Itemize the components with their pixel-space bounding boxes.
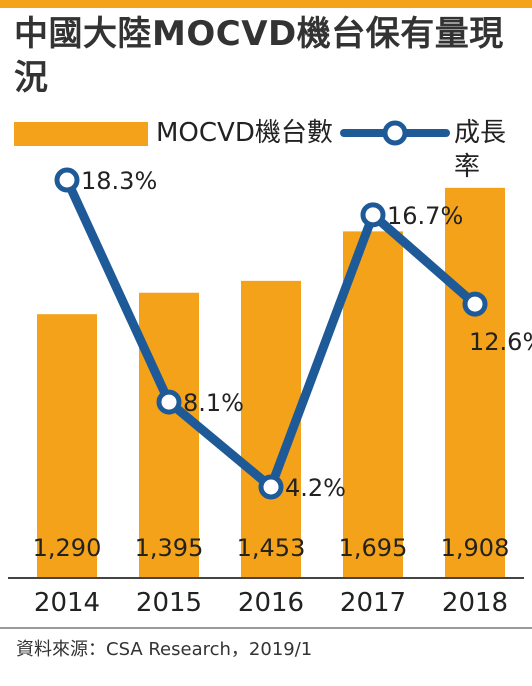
legend-line-marker — [382, 120, 408, 146]
bar-value-label-2018: 1,908 — [441, 534, 510, 562]
growth-value-label-2014: 18.3% — [81, 167, 157, 195]
growth-line-series — [54, 167, 488, 500]
x-tick-2014: 2014 — [34, 588, 100, 618]
growth-value-label-2015: 8.1% — [183, 389, 244, 417]
chart-title: 中國大陸MOCVD機台保有量現況 — [14, 14, 504, 98]
legend-bar-swatch — [14, 122, 148, 146]
bar-2015 — [139, 292, 199, 578]
x-tick-2017: 2017 — [340, 588, 406, 618]
footer-rule — [0, 627, 532, 629]
growth-marker-2015 — [156, 389, 182, 415]
growth-value-label-2017: 16.7% — [387, 202, 463, 230]
bar-value-label-2014: 1,290 — [33, 534, 102, 562]
x-axis-tick-labels: 2014 2015 2016 2017 2018 — [34, 588, 508, 618]
growth-marker-2018 — [462, 291, 488, 317]
legend: MOCVD機台數 成長率 — [14, 116, 524, 182]
bar-2017 — [343, 231, 403, 578]
bar-value-label-2016: 1,453 — [237, 534, 306, 562]
growth-value-label-2018: 12.6% — [469, 328, 532, 356]
growth-marker-2016 — [258, 474, 284, 500]
legend-line-label: 成長率 — [454, 118, 507, 182]
x-tick-2016: 2016 — [238, 588, 304, 618]
chart-plot: 1,290 1,395 1,453 1,695 1,908 2014 2015 2016 20… — [8, 167, 532, 618]
growth-value-labels: 18.3% 8.1% 4.2% 16.7% 12.6% — [81, 167, 532, 502]
bar-value-labels: 1,290 1,395 1,453 1,695 1,908 — [33, 534, 510, 562]
bar-2014 — [37, 314, 97, 578]
legend-line-swatch — [340, 120, 450, 146]
bar-value-label-2017: 1,695 — [339, 534, 408, 562]
bar-value-label-2015: 1,395 — [135, 534, 204, 562]
growth-marker-2014 — [54, 167, 80, 193]
top-accent-rule — [0, 0, 532, 8]
growth-marker-2017 — [360, 202, 386, 228]
x-tick-2018: 2018 — [442, 588, 508, 618]
bar-2018 — [445, 187, 505, 578]
growth-value-label-2016: 4.2% — [285, 474, 346, 502]
source-note: 資料來源：CSA Research，2019/1 — [16, 639, 313, 660]
x-tick-2015: 2015 — [136, 588, 202, 618]
bar-series — [37, 187, 505, 578]
legend-bar-label: MOCVD機台數 — [156, 118, 333, 148]
